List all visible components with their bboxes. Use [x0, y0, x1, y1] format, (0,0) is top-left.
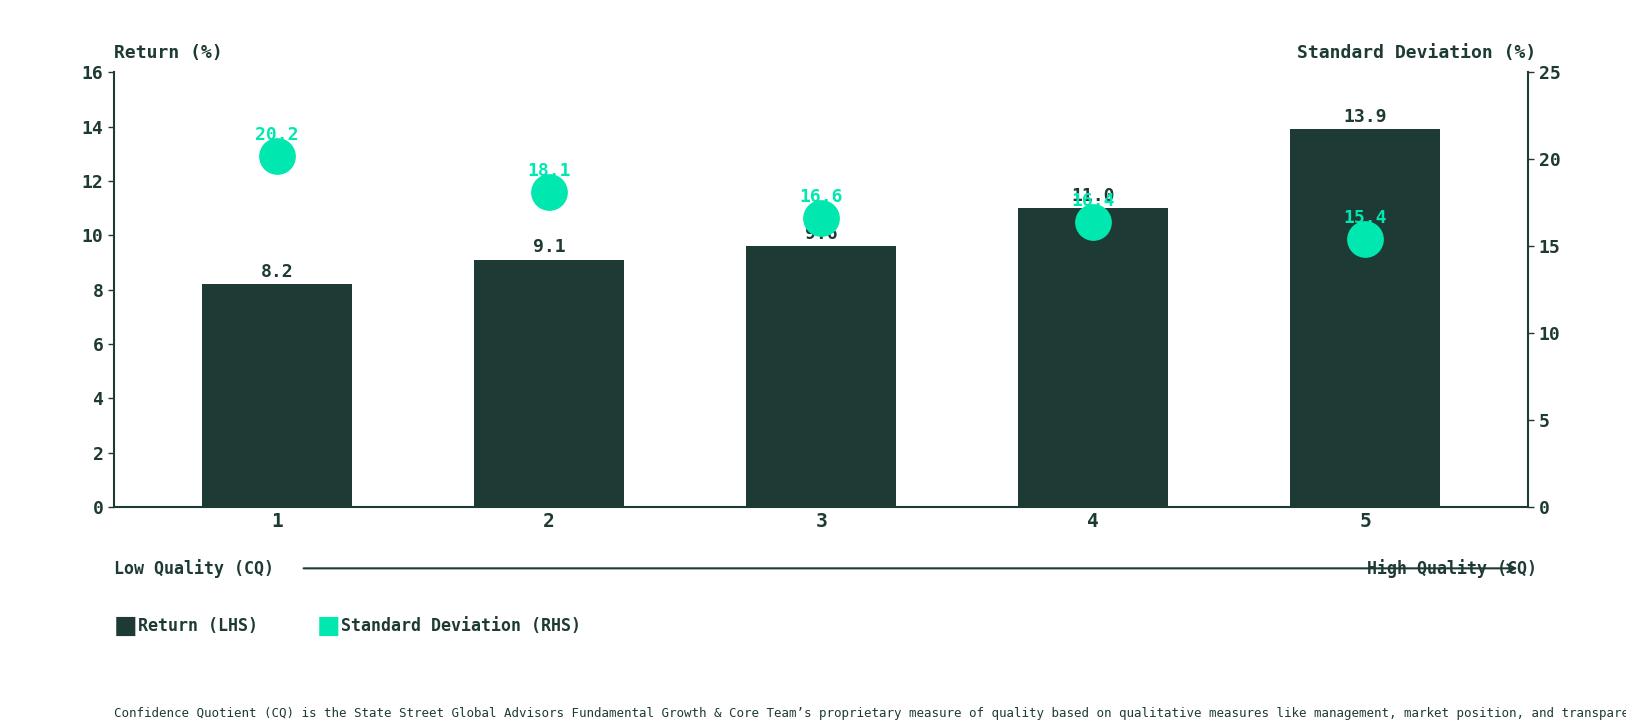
Text: High Quality (CQ): High Quality (CQ) [1366, 559, 1537, 578]
Text: 13.9: 13.9 [1343, 108, 1387, 126]
Text: Low Quality (CQ): Low Quality (CQ) [114, 559, 273, 578]
Point [1353, 233, 1379, 245]
Text: ■: ■ [114, 614, 138, 639]
Text: Return (%): Return (%) [114, 43, 223, 62]
Bar [746, 246, 896, 507]
Text: 11.0: 11.0 [1072, 187, 1115, 205]
Text: Confidence Quotient (CQ) is the State Street Global Advisors Fundamental Growth : Confidence Quotient (CQ) is the State St… [114, 707, 1626, 720]
Point [808, 213, 834, 224]
Bar [202, 285, 351, 507]
Text: 20.2: 20.2 [255, 126, 299, 143]
Text: 16.4: 16.4 [1072, 192, 1115, 210]
Text: ■: ■ [317, 614, 341, 639]
Text: 15.4: 15.4 [1343, 209, 1387, 227]
Text: Standard Deviation (RHS): Standard Deviation (RHS) [341, 618, 582, 635]
Text: 9.6: 9.6 [805, 225, 837, 243]
Bar [475, 260, 624, 507]
Text: 9.1: 9.1 [533, 238, 566, 256]
Point [537, 187, 563, 198]
Bar [1018, 209, 1167, 507]
Point [1080, 216, 1106, 227]
Text: Return (LHS): Return (LHS) [138, 618, 259, 635]
Bar [1291, 130, 1441, 507]
Text: 18.1: 18.1 [527, 162, 571, 180]
Point [263, 150, 289, 161]
Text: 8.2: 8.2 [260, 263, 293, 281]
Text: Standard Deviation (%): Standard Deviation (%) [1298, 43, 1537, 62]
Text: 16.6: 16.6 [800, 188, 842, 206]
